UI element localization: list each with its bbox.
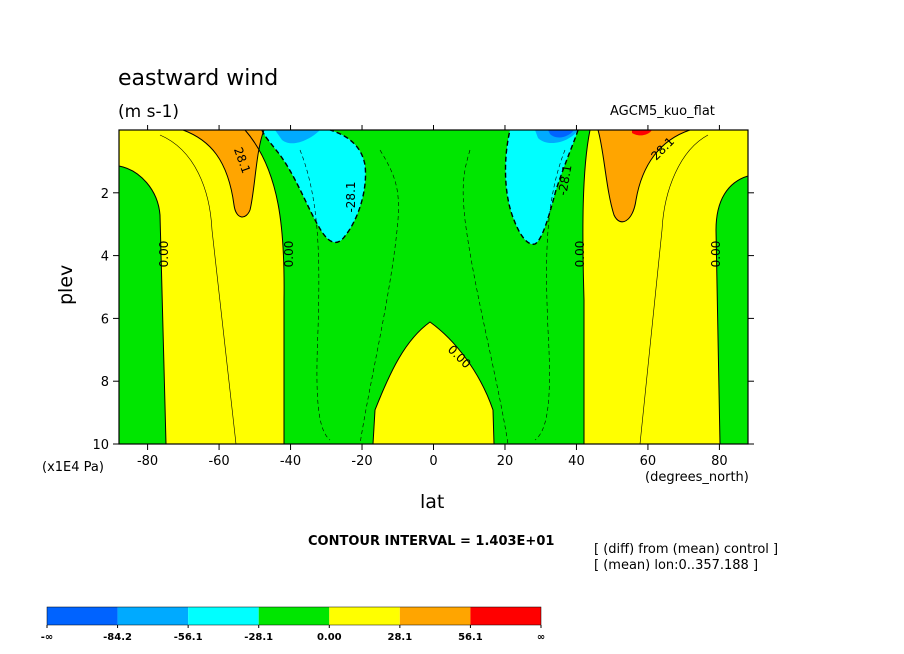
colorbar-swatch bbox=[258, 607, 330, 625]
contour-label: -28.1 bbox=[344, 181, 358, 212]
x-tick-label: 0 bbox=[429, 454, 437, 469]
contour-line-zero-equatorial bbox=[372, 321, 495, 445]
y-axis-label: plev bbox=[55, 264, 77, 305]
colorbar-tick-label: -∞ bbox=[41, 632, 53, 643]
y-axis: 2 4 6 8 10 bbox=[92, 187, 754, 453]
contour-lines bbox=[118, 129, 749, 445]
x-tick-label: 40 bbox=[568, 454, 585, 469]
chart-units: (m s-1) bbox=[118, 102, 180, 122]
contour-label: 0.00 bbox=[157, 241, 171, 268]
colorbar-tick-label: 56.1 bbox=[458, 632, 483, 643]
contour-line-zero-southern bbox=[244, 129, 285, 444]
x-tick-label: -80 bbox=[137, 454, 158, 469]
fill-region-easterly-peak-northern bbox=[548, 130, 574, 138]
fill-region-easterly-southern bbox=[262, 130, 366, 243]
contour-label-text: 0.00 bbox=[573, 241, 587, 268]
y-tick-label: 10 bbox=[92, 438, 109, 453]
colorbar-swatch bbox=[329, 607, 400, 625]
contour-line-zero-northern bbox=[582, 129, 591, 444]
colorbar-tick-label: 28.1 bbox=[388, 632, 413, 643]
contour-line-thin-southwest bbox=[159, 134, 237, 445]
contour-line-zero-east bbox=[715, 175, 749, 445]
contour-fill-regions bbox=[119, 130, 748, 444]
colorbar-swatch bbox=[117, 607, 189, 625]
fill-region-negative-east bbox=[716, 176, 748, 444]
colorbar-swatch bbox=[188, 607, 259, 625]
x-tick-label: 20 bbox=[497, 454, 514, 469]
colorbar-tick-label: 0.00 bbox=[317, 632, 342, 643]
contour-label-text: 0.00 bbox=[157, 241, 171, 268]
colorbar-tick-label: -84.2 bbox=[103, 632, 132, 643]
contour-line-thin-dashed-southern bbox=[299, 149, 399, 445]
contour-line-28-southern bbox=[182, 129, 265, 218]
chart-title: eastward wind bbox=[118, 66, 279, 91]
colorbar-tick-label: -28.1 bbox=[244, 632, 273, 643]
x-tick-label: -20 bbox=[351, 454, 372, 469]
contour-line-neg28-northern bbox=[504, 129, 579, 245]
x-tick-label: 60 bbox=[640, 454, 657, 469]
fill-region-easterly-core-southern bbox=[275, 130, 320, 144]
fill-region-jet-northern bbox=[598, 130, 690, 222]
x-axis: -80 -60 -40 -20 0 20 40 60 80 bbox=[137, 125, 728, 469]
note-diff: [ (diff) from (mean) control ] bbox=[594, 542, 779, 557]
y-tick-label: 4 bbox=[101, 250, 109, 265]
y-tick-label: 2 bbox=[101, 187, 109, 202]
fill-region-jet-peak-northern bbox=[632, 130, 652, 136]
fill-region-negative-west bbox=[119, 166, 166, 444]
contour-line-thin-dashed-northern bbox=[462, 149, 566, 445]
contour-label-text: 0.00 bbox=[282, 241, 296, 268]
contour-label: 0.00 bbox=[282, 241, 296, 268]
colorbar-swatch bbox=[399, 607, 471, 625]
contour-line-thin-northeast bbox=[639, 134, 709, 445]
colorbar-tick-label: ∞ bbox=[537, 632, 545, 643]
contour-line-28-northern bbox=[597, 129, 691, 223]
x-tick-label: 80 bbox=[711, 454, 728, 469]
contour-label: 0.00 bbox=[573, 241, 587, 268]
colorbar-swatch bbox=[47, 607, 118, 625]
y-tick-label: 6 bbox=[101, 312, 109, 327]
colorbar-frame bbox=[46, 606, 542, 626]
colorbar-swatch bbox=[470, 607, 541, 625]
contour-interval: CONTOUR INTERVAL = 1.403E+01 bbox=[308, 534, 555, 549]
contour-line-neg28-southern bbox=[261, 129, 367, 243]
x-tick-label: -40 bbox=[280, 454, 301, 469]
model-label: AGCM5_kuo_flat bbox=[610, 104, 715, 119]
contour-line-zero-west bbox=[118, 165, 167, 445]
fill-region-easterly-northern bbox=[505, 130, 578, 245]
y-tick-label: 8 bbox=[101, 375, 109, 390]
contour-label: 0.00 bbox=[709, 241, 723, 268]
x-axis-units: (degrees_north) bbox=[645, 470, 749, 485]
contour-label: -28.1 bbox=[555, 164, 574, 197]
colorbar: -∞ -84.2 -56.1 -28.1 0.00 28.1 56.1 ∞ bbox=[41, 606, 545, 643]
y-axis-units: (x1E4 Pa) bbox=[42, 460, 104, 475]
contour-label-text: 0.00 bbox=[709, 241, 723, 268]
contour-label-text: -28.1 bbox=[555, 164, 574, 197]
contour-label-text: -28.1 bbox=[344, 181, 358, 212]
fill-region-jet-southern bbox=[183, 130, 264, 217]
colorbar-tick-label: -56.1 bbox=[174, 632, 203, 643]
note-mean: [ (mean) lon:0..357.188 ] bbox=[594, 558, 759, 573]
x-axis-label: lat bbox=[420, 491, 445, 513]
x-tick-label: -60 bbox=[208, 454, 229, 469]
